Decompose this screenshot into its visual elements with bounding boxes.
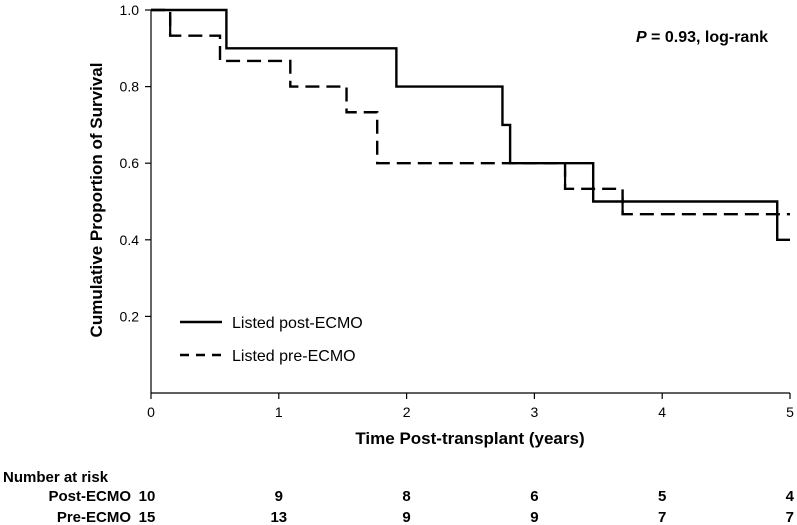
- y-tick-label: 0.6: [120, 155, 140, 171]
- curve-pre-ecmo: [151, 8, 790, 216]
- y-ticks: 0.2 0.4 0.6 0.8 1.0: [120, 2, 151, 324]
- risk-value: 13: [270, 509, 287, 525]
- risk-values: 10 9 8 6 5 4 15 13 9 9 7 7: [139, 488, 795, 525]
- x-tick-label: 4: [658, 404, 666, 420]
- y-axis-title: Cumulative Proportion of Survival: [87, 63, 106, 338]
- p-symbol: P: [636, 29, 647, 46]
- y-tick-label: 0.8: [120, 79, 140, 95]
- risk-value: 5: [658, 488, 666, 505]
- x-ticks: 0 1 2 3 4 5: [147, 393, 794, 420]
- legend-label-post-ecmo: Listed post-ECMO: [232, 315, 363, 332]
- y-tick-label: 1.0: [120, 2, 140, 18]
- risk-value: 7: [658, 509, 666, 525]
- y-tick-label: 0.4: [120, 232, 140, 248]
- risk-value: 4: [786, 488, 795, 505]
- risk-value: 6: [530, 488, 538, 505]
- x-tick-label: 3: [531, 404, 539, 420]
- risk-value: 8: [402, 488, 410, 505]
- legend: Listed post-ECMO Listed pre-ECMO: [180, 315, 363, 365]
- risk-value: 9: [402, 509, 410, 525]
- curve-post-ecmo: [151, 8, 790, 241]
- risk-value: 10: [139, 488, 156, 505]
- x-tick-label: 5: [786, 404, 794, 420]
- risk-table-title: Number at risk: [3, 469, 109, 486]
- survival-curves: [151, 8, 790, 241]
- risk-value: 15: [139, 509, 156, 525]
- y-tick-label: 0.2: [120, 308, 140, 324]
- risk-row-label-post-ecmo: Post-ECMO: [49, 488, 132, 505]
- x-tick-label: 2: [403, 404, 411, 420]
- risk-row-label-pre-ecmo: Pre-ECMO: [57, 509, 132, 525]
- p-value-annotation: P = 0.93, log-rank: [636, 29, 768, 46]
- x-tick-label: 0: [147, 404, 155, 420]
- risk-value: 9: [275, 488, 283, 505]
- legend-label-pre-ecmo: Listed pre-ECMO: [232, 348, 356, 365]
- x-tick-label: 1: [275, 404, 283, 420]
- p-value-text: = 0.93, log-rank: [647, 29, 768, 46]
- risk-table: Number at risk Post-ECMO Pre-ECMO 10 9 8 6 5…: [3, 469, 795, 525]
- risk-value: 7: [786, 509, 794, 525]
- x-axis-title: Time Post-transplant (years): [355, 429, 584, 448]
- risk-value: 9: [530, 509, 538, 525]
